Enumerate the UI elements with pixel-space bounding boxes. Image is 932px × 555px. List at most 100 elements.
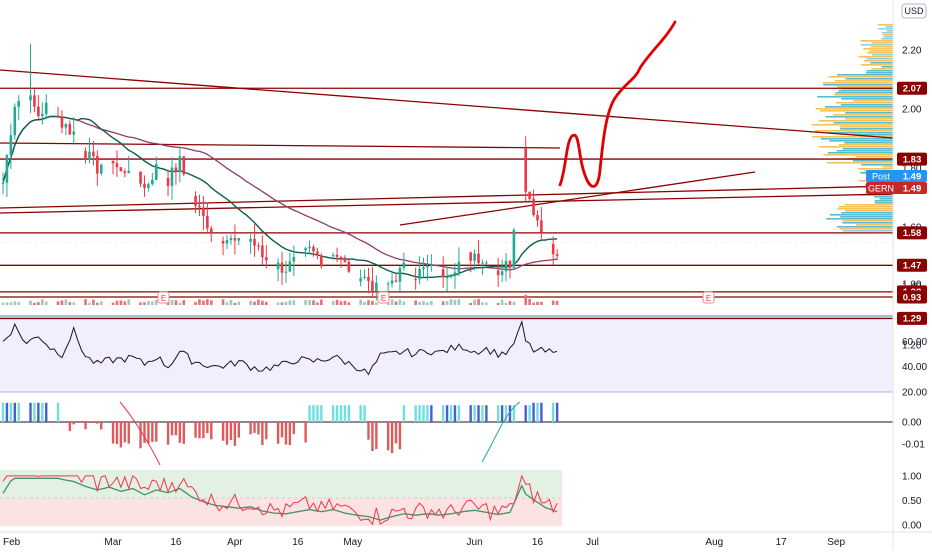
histogram-bar (496, 405, 500, 422)
hand-drawn-annotation[interactable] (558, 20, 677, 188)
profile-bar (871, 68, 893, 70)
trendlines[interactable] (0, 69, 894, 226)
histogram-bar (335, 405, 339, 422)
volume-bar (304, 299, 307, 305)
volume-bar (453, 300, 457, 305)
volume-bar (536, 301, 539, 305)
candle-body (127, 170, 131, 174)
histogram-bar (481, 405, 484, 422)
candle-body (17, 100, 21, 107)
volume-bar (194, 301, 197, 305)
profile-bar (871, 54, 893, 56)
axis-header[interactable]: USD (901, 3, 927, 19)
candle-body (237, 237, 241, 241)
volume-bar (44, 301, 48, 305)
candle-body (469, 252, 472, 261)
volume-bars (1, 295, 559, 305)
candle-body (536, 215, 539, 221)
currency-badge[interactable] (901, 3, 927, 19)
horizontal-levels[interactable] (0, 87, 893, 320)
histogram-bar (115, 422, 119, 445)
histogram-bar (210, 422, 213, 440)
volume-bar (394, 301, 398, 305)
histogram-bar (457, 405, 461, 422)
candle-body (532, 198, 535, 216)
earnings-badge[interactable] (702, 291, 715, 304)
profile-bar (823, 82, 893, 84)
histogram-signal (119, 401, 161, 466)
volume-bar (147, 300, 150, 305)
candle-body (233, 238, 237, 241)
volume-bar (343, 300, 347, 305)
currency-label: USD (904, 6, 924, 16)
histogram-bar (229, 422, 233, 440)
profile-bar (840, 216, 893, 218)
candle-body (96, 156, 99, 174)
histogram-bar (119, 422, 123, 448)
tag-label: 1.29 (903, 314, 922, 325)
candle-body (68, 124, 72, 135)
volume-bar (84, 299, 87, 305)
earnings-badge[interactable] (157, 291, 170, 304)
volume-bar (457, 299, 461, 305)
histogram-bar (170, 422, 174, 436)
histogram-bar (155, 422, 158, 442)
volume-bar (154, 299, 158, 305)
earnings-marker[interactable]: E (157, 291, 170, 304)
candle-body (473, 253, 476, 261)
trendline[interactable] (0, 185, 894, 209)
volume-bar (143, 302, 146, 305)
rsi-tick-label: 40.00 (902, 362, 927, 373)
candle-body (44, 102, 48, 115)
trendline[interactable] (399, 171, 756, 226)
earnings-badge[interactable] (377, 291, 390, 304)
trendline[interactable] (0, 69, 894, 139)
profile-bar (826, 218, 893, 220)
histogram-bar (166, 422, 170, 445)
candle-body (72, 131, 76, 135)
profile-bar (836, 226, 893, 228)
trendline[interactable] (0, 193, 894, 214)
volume-bar (496, 302, 500, 305)
profile-bar (827, 152, 893, 154)
histogram-bar (485, 405, 488, 422)
histogram-bar (88, 422, 91, 424)
histogram-tick-label: -0.01 (902, 440, 925, 451)
profile-bar (823, 84, 893, 86)
histogram-bar (127, 422, 130, 444)
candle-body (276, 262, 280, 270)
candle-body (221, 240, 225, 244)
candle-body (485, 262, 488, 264)
candle-body (147, 184, 150, 188)
profile-bar (867, 52, 893, 54)
profile-bar (825, 116, 893, 118)
earnings-marker[interactable]: E (702, 291, 715, 304)
volume-bar (477, 299, 480, 305)
stoch-tick-label: 1.00 (902, 471, 922, 482)
profile-bar (820, 138, 893, 140)
time-label: 17 (776, 537, 788, 548)
histogram-bar (17, 402, 20, 422)
price-tick-label: 2.00 (902, 104, 922, 115)
histogram-bar (363, 405, 366, 422)
candle-body (339, 257, 343, 259)
earnings-marker[interactable]: E (377, 291, 390, 304)
candle-body (453, 272, 457, 275)
trendline[interactable] (0, 142, 561, 149)
annotation-stroke[interactable] (558, 20, 677, 188)
volume-bar (288, 300, 292, 305)
candle-body (56, 116, 60, 118)
histogram-bar (316, 405, 319, 422)
histogram-bar (552, 402, 555, 422)
post-tag-background (866, 170, 927, 182)
histogram-bar (339, 405, 343, 422)
profile-bar (864, 60, 893, 62)
profile-bar (815, 108, 893, 110)
symbol-tag-background (866, 182, 927, 194)
profile-bar (838, 206, 893, 208)
profile-bar (838, 90, 893, 92)
time-axis[interactable]: Feb Mar 16 Apr 16 May Jun 16 Jul Aug 17 Sep (0, 531, 932, 548)
